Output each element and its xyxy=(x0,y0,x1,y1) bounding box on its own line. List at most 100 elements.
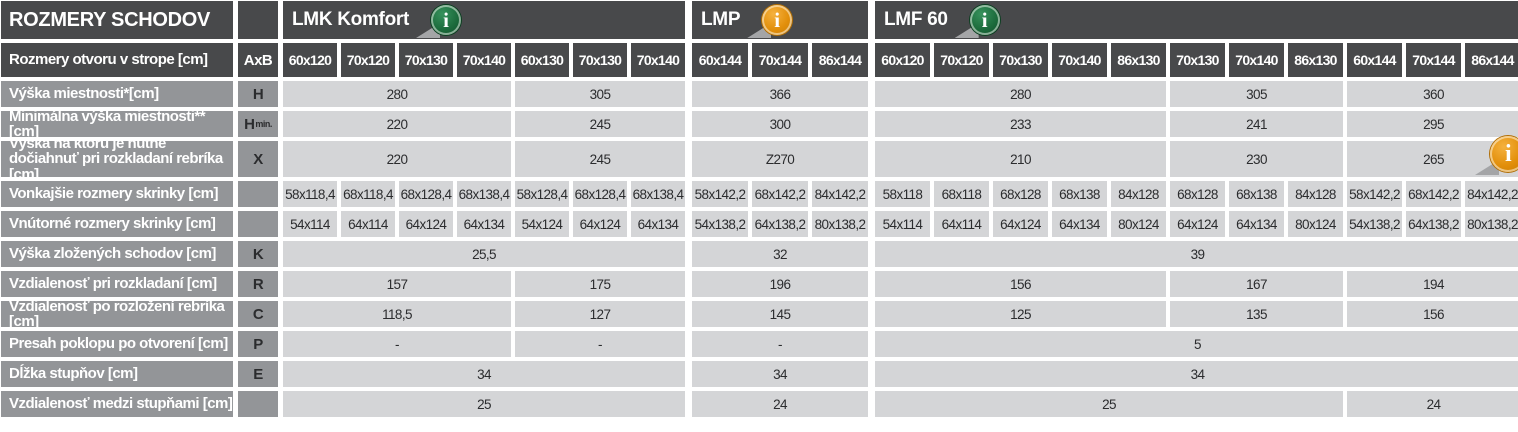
value-cell: 80x124 xyxy=(1288,211,1343,237)
value-cell: 280 xyxy=(283,81,511,107)
value-cell: 25,5 xyxy=(283,241,685,267)
value-cell: 54x124 xyxy=(515,211,569,237)
cell-value: 32 xyxy=(773,246,787,262)
cell-value: 241 xyxy=(1246,116,1267,132)
dimensions-table: ROZMERY SCHODOV Rozmery otvoru v strope [… xyxy=(1,1,1518,417)
product-name: LMF 60 xyxy=(884,9,948,30)
letter-code: E xyxy=(253,365,263,383)
info-icon[interactable]: i xyxy=(747,5,793,38)
value-cell: 80x138,2 xyxy=(1465,211,1518,237)
cell-value: 25 xyxy=(477,396,491,412)
column-header-cell: 70x140 xyxy=(631,43,685,77)
row-label: Minimálna výška miestnosti** [cm] xyxy=(1,109,233,139)
letter-code: X xyxy=(253,150,263,168)
info-icon-glyph: i xyxy=(1490,136,1518,172)
value-cell: 68x118 xyxy=(934,181,989,207)
letter-code-cell: E xyxy=(238,361,278,387)
value-cell: 305 xyxy=(515,81,685,107)
cell-value: 233 xyxy=(1010,116,1031,132)
cell-value: 68x128 xyxy=(1177,186,1218,202)
column-header-cell: 60x130 xyxy=(515,43,569,77)
value-cell: 34 xyxy=(283,361,685,387)
cell-value: 80x138,2 xyxy=(814,216,866,232)
cell-value: 5 xyxy=(1194,336,1202,352)
value-cell: 64x124 xyxy=(1170,211,1225,237)
letter-code-cell: AxB xyxy=(238,43,278,77)
cell-value: 220 xyxy=(386,116,408,132)
row-label: Výška miestnosti*[cm] xyxy=(1,81,233,107)
header-spacer-cell xyxy=(238,1,278,39)
info-icon[interactable]: i xyxy=(1475,136,1518,175)
cell-value: 305 xyxy=(1246,86,1267,102)
cell-value: 300 xyxy=(769,116,791,132)
cell-value: 84x142,2 xyxy=(1467,186,1518,202)
row-label: Presah poklopu po otvorení [cm] xyxy=(1,331,233,357)
info-icon-glyph: i xyxy=(762,5,793,35)
cell-value: 360 xyxy=(1423,86,1444,102)
column-header-cell: 60x120 xyxy=(875,43,930,77)
cell-value: 64x124 xyxy=(1000,216,1041,232)
cell-value: 24 xyxy=(773,396,787,412)
value-cell: 64x114 xyxy=(341,211,395,237)
info-icon[interactable]: i xyxy=(416,5,462,38)
cell-value: 265 xyxy=(1423,151,1444,167)
cell-value: 64x138,2 xyxy=(754,216,806,232)
value-cell: 210 xyxy=(875,141,1166,177)
value-cell: 25 xyxy=(875,391,1343,417)
cell-value: 64x134 xyxy=(1059,216,1100,232)
value-cell: 39 xyxy=(875,241,1518,267)
value-cell: 167 xyxy=(1170,271,1343,297)
value-cell: 68x128,4 xyxy=(573,181,627,207)
value-cell: 64x134 xyxy=(1052,211,1107,237)
cell-value: 58x142,2 xyxy=(1349,186,1400,202)
cell-value: - xyxy=(395,336,399,352)
value-cell: 295 xyxy=(1347,111,1518,137)
column-header-cell: 60x144 xyxy=(1347,43,1402,77)
info-icon[interactable]: i xyxy=(954,5,1000,38)
value-cell: 360 xyxy=(1347,81,1518,107)
product-header: LMP i xyxy=(692,1,868,39)
cell-value: 145 xyxy=(769,306,791,322)
cell-value: 280 xyxy=(1010,86,1031,102)
cell-value: 156 xyxy=(1423,306,1444,322)
cell-value: 68x138 xyxy=(1059,186,1100,202)
value-cell: 64x124 xyxy=(573,211,627,237)
value-cell: - xyxy=(515,331,685,357)
value-cell: 157 xyxy=(283,271,511,297)
product-section-lmp: LMP i 60x144 70x144 86x144 366 300 Z270 58x142,2… xyxy=(692,1,868,417)
value-cell: 58x118,4 xyxy=(283,181,337,207)
value-cell: 194 xyxy=(1347,271,1518,297)
cell-value: 64x134 xyxy=(1236,216,1277,232)
cell-value: 68x138,4 xyxy=(458,186,510,202)
value-cell: 54x138,2 xyxy=(1347,211,1402,237)
product-header: LMK Komfort i xyxy=(283,1,685,39)
cell-value: 54x114 xyxy=(290,216,330,232)
letter-code: C xyxy=(252,305,264,323)
value-cell: 156 xyxy=(875,271,1166,297)
product-grid: 60x144 70x144 86x144 366 300 Z270 58x142,2 68x1… xyxy=(692,43,868,417)
value-cell: 68x142,2 xyxy=(752,181,808,207)
product-grid: 60x120 70x120 70x130 70x140 86x130 70x130 70x1… xyxy=(875,43,1518,417)
cell-value: 68x128,4 xyxy=(400,186,452,202)
value-cell: 64x124 xyxy=(399,211,453,237)
cell-value: 194 xyxy=(1423,276,1444,292)
letter-code-cell xyxy=(238,391,278,417)
value-cell: 64x134 xyxy=(631,211,685,237)
cell-value: 68x138,4 xyxy=(632,186,684,202)
value-cell: 32 xyxy=(692,241,868,267)
cell-value: 84x142,2 xyxy=(814,186,866,202)
cell-value: - xyxy=(778,336,782,352)
value-cell: 34 xyxy=(875,361,1518,387)
value-cell: 58x128,4 xyxy=(515,181,569,207)
cell-value: 280 xyxy=(386,86,408,102)
cell-value: 64x114 xyxy=(348,216,388,232)
row-label: Vonkajšie rozmery skrinky [cm] xyxy=(1,181,233,207)
row-label: Výška na ktorú je nutné dočiahnuť pri ro… xyxy=(1,136,233,182)
value-cell: 84x142,2 xyxy=(812,181,868,207)
value-cell: 64x134 xyxy=(457,211,511,237)
value-cell: 68x128 xyxy=(1170,181,1225,207)
row-labels-column: ROZMERY SCHODOV Rozmery otvoru v strope [… xyxy=(1,1,233,417)
value-cell: 64x124 xyxy=(993,211,1048,237)
cell-value: 305 xyxy=(589,86,611,102)
cell-value: 175 xyxy=(589,276,611,292)
